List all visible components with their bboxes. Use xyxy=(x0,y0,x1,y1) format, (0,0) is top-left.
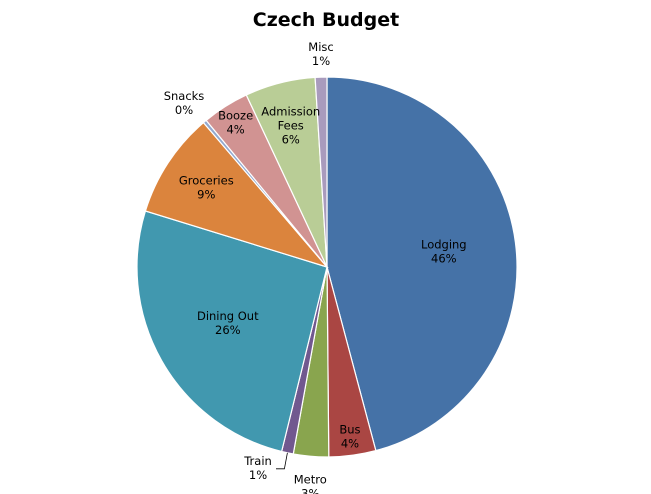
slice-category-label: Bus xyxy=(339,422,360,436)
slice-percent-label: 1% xyxy=(312,54,330,68)
slice-labels: Lodging 46%Bus 4%Metro 3%Train 1%Dining Out 2… xyxy=(164,40,467,494)
slice-percent-label: 3% xyxy=(301,486,319,494)
slice-category-label: Lodging xyxy=(421,238,467,252)
leader-lines xyxy=(276,452,288,470)
slice-label-booze: Booze 4% xyxy=(218,108,253,136)
slice-category-label: Metro xyxy=(294,472,327,486)
slice-label-snacks: Snacks 0% xyxy=(164,89,205,117)
slice-category-label: Fees xyxy=(278,118,304,132)
slice-label-dining-out: Dining Out 26% xyxy=(197,309,259,337)
slice-category-label: Misc xyxy=(308,40,333,54)
slice-label-admission-fees: Admission Fees 6% xyxy=(261,104,320,146)
slice-percent-label: 4% xyxy=(226,122,244,136)
pie-slice-lodging xyxy=(326,76,518,452)
slice-label-bus: Bus 4% xyxy=(339,422,360,450)
slice-percent-label: 9% xyxy=(197,188,215,202)
slice-percent-label: 46% xyxy=(431,252,457,266)
slice-percent-label: 4% xyxy=(341,436,359,450)
slice-label-misc: Misc 1% xyxy=(308,40,333,68)
slice-label-lodging: Lodging 46% xyxy=(421,238,467,266)
chart-title: Czech Budget xyxy=(253,9,399,31)
slice-category-label: Admission xyxy=(261,104,320,118)
slice-category-label: Snacks xyxy=(164,89,205,103)
slice-category-label: Booze xyxy=(218,108,253,122)
slice-category-label: Groceries xyxy=(179,174,234,188)
pie-slices xyxy=(136,76,518,458)
pie-slice-dining-out xyxy=(136,210,328,453)
slice-percent-label: 26% xyxy=(215,323,241,337)
pie-slice-groceries xyxy=(144,121,329,269)
pie-slice-misc xyxy=(314,76,328,268)
slice-category-label: Train xyxy=(243,454,272,468)
slice-category-label: Dining Out xyxy=(197,309,259,323)
slice-percent-label: 0% xyxy=(175,103,193,117)
slice-label-train: Train 1% xyxy=(243,454,272,482)
leader-line-train xyxy=(276,452,288,470)
slice-label-metro: Metro 3% xyxy=(294,472,327,494)
slice-percent-label: 1% xyxy=(249,468,267,482)
slice-label-groceries: Groceries 9% xyxy=(179,174,234,202)
slice-percent-label: 6% xyxy=(282,132,300,146)
